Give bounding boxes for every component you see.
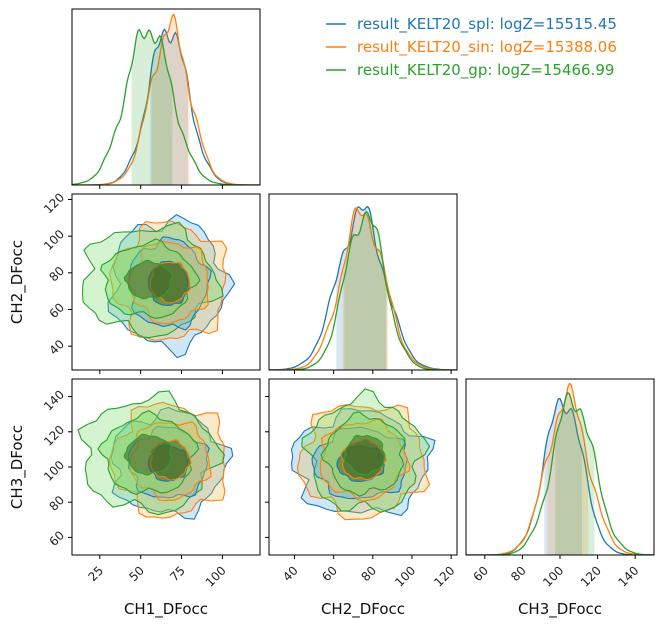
x-tick-label-CH2_DFocc-80: 80 xyxy=(358,563,379,584)
x-tick-label-CH3_DFocc-120: 120 xyxy=(578,563,604,589)
density-line-0-CH2_DFocc xyxy=(269,205,457,370)
interval-fill-0-CH1_DFocc xyxy=(150,29,188,185)
x-tick-label-CH3_DFocc-100: 100 xyxy=(540,563,566,589)
x-tick-label-CH2_DFocc-100: 100 xyxy=(392,563,418,589)
x-tick-label-CH2_DFocc-120: 120 xyxy=(431,563,457,589)
panel-CH2_DFocc-vs-CH3_DFocc-contours xyxy=(290,388,436,521)
x-tick-label-CH1_DFocc-100: 100 xyxy=(203,563,229,589)
contour-1-sigma-series-2 xyxy=(343,434,386,476)
y-axis-title-CH3_DFocc: CH3_DFocc xyxy=(8,425,27,509)
x-tick-label-CH3_DFocc-80: 80 xyxy=(508,563,529,584)
x-tick-label-CH1_DFocc-25: 25 xyxy=(85,563,106,584)
y-tick-label-CH3_DFocc-60: 60 xyxy=(46,528,67,549)
interval-fill-0-CH2_DFocc xyxy=(336,206,387,370)
panel-CH3_DFocc-histogram xyxy=(466,382,654,555)
interval-fill-2-CH2_DFocc xyxy=(344,211,387,370)
panel-CH1_DFocc-histogram xyxy=(72,13,260,185)
panels-layer: 25 50 75 100 40 60 80 100 120 60 80 100 120 140 40 60 80… xyxy=(41,8,655,590)
legend-label-1: result_KELT20_sin: logZ=15388.06 xyxy=(357,38,617,57)
y-tick-label-CH2_DFocc-120: 120 xyxy=(41,190,67,216)
x-tick-label-CH3_DFocc-140: 140 xyxy=(615,563,641,589)
x-tick-label-CH1_DFocc-50: 50 xyxy=(126,563,147,584)
panel-frame-0-0 xyxy=(71,8,261,186)
panel-frame-1-1 xyxy=(268,193,458,371)
x-tick-label-CH1_DFocc-75: 75 xyxy=(167,563,188,584)
contour-1-sigma-series-2 xyxy=(123,433,173,476)
interval-fill-1-CH1_DFocc xyxy=(151,14,190,185)
y-tick-label-CH2_DFocc-80: 80 xyxy=(46,264,67,285)
x-axis-title-CH3_DFocc: CH3_DFocc xyxy=(518,600,602,619)
y-tick-label-CH2_DFocc-40: 40 xyxy=(46,337,67,358)
x-tick-label-CH2_DFocc-60: 60 xyxy=(319,563,340,584)
legend-label-0: result_KELT20_spl: logZ=15515.45 xyxy=(357,15,617,34)
x-tick-label-CH3_DFocc-60: 60 xyxy=(470,563,491,584)
x-axis-title-CH2_DFocc: CH2_DFocc xyxy=(321,600,405,619)
density-line-1-CH2_DFocc xyxy=(269,207,457,370)
interval-fill-1-CH3_DFocc xyxy=(547,383,589,555)
y-tick-label-CH3_DFocc-140: 140 xyxy=(41,387,67,413)
y-tick-label-CH3_DFocc-80: 80 xyxy=(46,493,67,514)
panel-CH2_DFocc-histogram xyxy=(269,205,457,370)
axis-labels-layer: CH1_DFocc CH2_DFocc CH3_DFocc CH2_DFocc CH3_… xyxy=(8,240,602,619)
contour-1-sigma-series-2 xyxy=(123,259,174,300)
x-axis-title-CH1_DFocc: CH1_DFocc xyxy=(124,600,208,619)
interval-fill-2-CH1_DFocc xyxy=(131,29,173,185)
y-tick-label-CH3_DFocc-120: 120 xyxy=(41,423,67,449)
interval-fill-1-CH2_DFocc xyxy=(342,208,389,370)
panel-frame-1-0 xyxy=(71,193,261,371)
panel-CH1_DFocc-vs-CH2_DFocc-contours xyxy=(81,214,236,359)
legend-label-2: result_KELT20_gp: logZ=15466.99 xyxy=(357,61,614,80)
y-tick-label-CH2_DFocc-60: 60 xyxy=(46,300,67,321)
y-tick-label-CH3_DFocc-100: 100 xyxy=(41,458,67,484)
y-axis-title-CH2_DFocc: CH2_DFocc xyxy=(8,240,27,324)
legend: result_KELT20_spl: logZ=15515.45 result_K… xyxy=(326,15,617,80)
y-tick-label-CH2_DFocc-100: 100 xyxy=(41,227,67,253)
interval-fill-2-CH3_DFocc xyxy=(555,392,595,555)
x-tick-label-CH2_DFocc-40: 40 xyxy=(280,563,301,584)
density-line-2-CH2_DFocc xyxy=(269,210,457,370)
panel-CH1_DFocc-vs-CH3_DFocc-contours xyxy=(77,390,234,520)
